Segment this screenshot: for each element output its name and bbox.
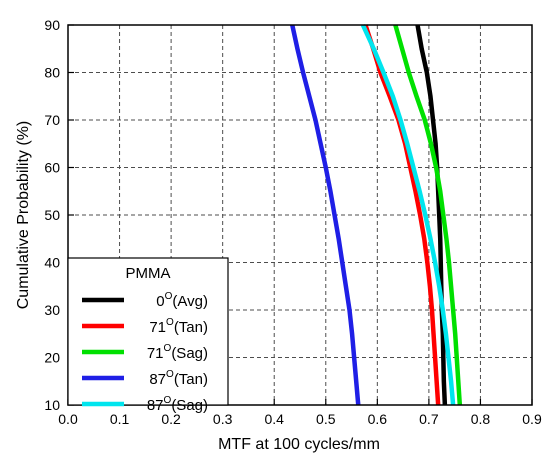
- y-tick-label: 50: [44, 207, 60, 223]
- x-tick-label: 0.9: [522, 411, 542, 427]
- y-tick-label: 70: [44, 112, 60, 128]
- x-tick-label: 0.1: [110, 411, 130, 427]
- x-tick-label: 0.0: [58, 411, 78, 427]
- y-tick-label: 30: [44, 302, 60, 318]
- y-axis-title: Cumulative Probability (%): [15, 121, 32, 310]
- y-tick-label: 20: [44, 350, 60, 366]
- legend-label-4: 87O(Sag): [147, 395, 208, 414]
- series-line-1: [363, 24, 441, 406]
- y-tick-label: 80: [44, 65, 60, 81]
- y-tick-label: 90: [44, 17, 60, 33]
- series-line-3: [290, 24, 361, 406]
- x-tick-label: 0.5: [316, 411, 336, 427]
- x-axis-title: MTF at 100 cycles/mm: [218, 436, 380, 453]
- x-tick-label: 0.7: [419, 411, 439, 427]
- x-tick-label: 0.6: [368, 411, 388, 427]
- x-tick-label: 0.4: [264, 411, 284, 427]
- legend-label-1: 71O(Tan): [149, 317, 208, 336]
- y-tick-label: 40: [44, 255, 60, 271]
- legend-label-0: 0O(Avg): [156, 291, 208, 310]
- y-tick-label: 60: [44, 160, 60, 176]
- legend-title: PMMA: [126, 265, 171, 282]
- legend-label-2: 71O(Sag): [147, 343, 208, 362]
- x-tick-label: 0.3: [213, 411, 233, 427]
- legend-box: [67, 257, 229, 406]
- series-line-2: [393, 24, 463, 406]
- series-lines: [290, 24, 463, 406]
- plot-frame: [67, 24, 533, 406]
- legend-label-3: 87O(Tan): [149, 369, 208, 388]
- x-tick-label: 0.8: [471, 411, 491, 427]
- y-tick-label: 10: [44, 397, 60, 413]
- x-tick-label: 0.2: [161, 411, 181, 427]
- series-line-4: [360, 24, 456, 406]
- series-line-0: [415, 24, 448, 406]
- legend: PMMA 0O(Avg) 71O(Tan) 71O(Sag) 87O(Tan) 87O(S…: [67, 257, 229, 414]
